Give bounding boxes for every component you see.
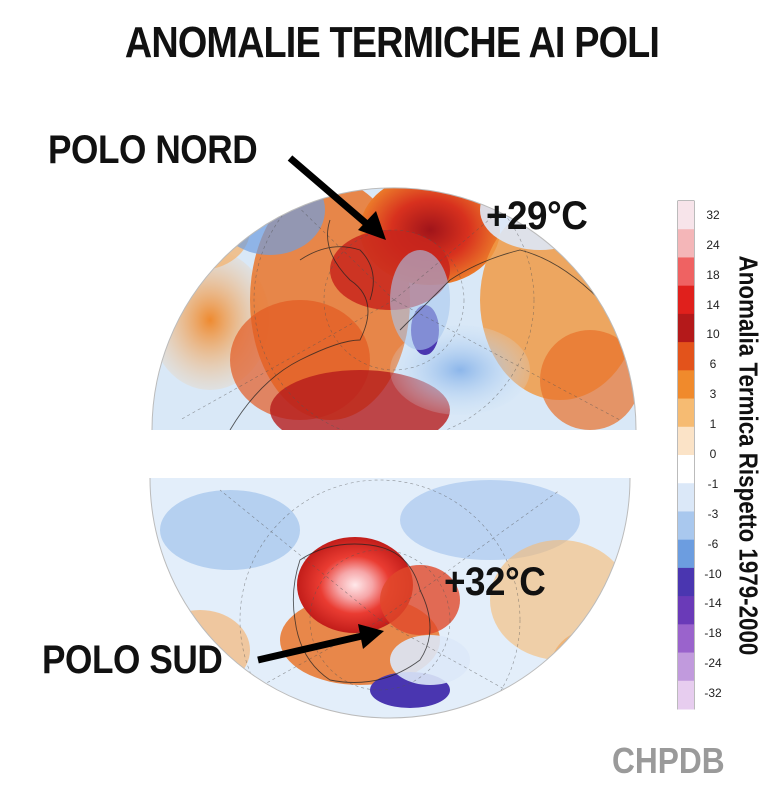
colorbar-cell xyxy=(678,229,694,258)
colorbar-cell xyxy=(678,652,694,682)
colorbar-tick-label: 6 xyxy=(709,357,717,372)
colorbar-cell xyxy=(678,596,694,625)
colorbar-tick-label: -6 xyxy=(707,536,719,551)
credit-watermark: CHPDB xyxy=(612,740,725,781)
colorbar-tick-label: -10 xyxy=(704,566,722,581)
colorbar-tick-label: 14 xyxy=(706,297,720,312)
colorbar-tick-label: 32 xyxy=(706,207,720,222)
colorbar-tick-label: 18 xyxy=(706,267,720,282)
colorbar-cell xyxy=(678,370,694,400)
colorbar-title-text: Anomalia Termica Rispetto 1979-2000 xyxy=(733,255,764,656)
colorbar-tick-label: -18 xyxy=(704,626,722,641)
colorbar-cell xyxy=(678,426,694,456)
colorbar-tick-label: 0 xyxy=(709,447,717,461)
south-anomaly-value: +32°C xyxy=(444,560,546,604)
colorbar-cell xyxy=(678,342,694,371)
north-pole-label: POLO NORD xyxy=(48,128,258,172)
colorbar-cell xyxy=(678,455,694,484)
colorbar-cell xyxy=(678,511,694,541)
north-anomaly-value: +29°C xyxy=(486,194,588,238)
colorbar-cell xyxy=(678,539,694,569)
page-title: ANOMALIE TERMICHE AI POLI xyxy=(124,18,660,67)
colorbar-tick-label: 3 xyxy=(709,387,717,402)
colorbar-tick-label: 1 xyxy=(709,417,717,432)
colorbar-tick-label: -14 xyxy=(704,596,722,611)
colorbar-cell xyxy=(678,313,694,343)
colorbar-tick-label: 10 xyxy=(706,327,720,342)
colorbar-tick-label: 24 xyxy=(706,237,720,252)
south-pole-label: POLO SUD xyxy=(42,638,223,682)
colorbar-cell xyxy=(678,398,694,428)
colorbar-cell xyxy=(678,680,694,710)
colorbar-cell xyxy=(678,285,694,315)
colorbar-cell xyxy=(678,483,694,512)
colorbar-cell xyxy=(678,201,694,230)
colorbar-cell xyxy=(678,257,694,287)
colorbar-tick-label: -24 xyxy=(704,656,722,671)
colorbar-tick-label: -32 xyxy=(704,686,722,701)
colorbar-tick-label: -1 xyxy=(707,476,719,491)
colorbar-cell xyxy=(678,624,694,654)
colorbar-cell xyxy=(678,567,694,597)
north-arrow xyxy=(287,155,386,240)
south-arrow xyxy=(257,624,384,664)
colorbar-tick-label: -3 xyxy=(707,506,719,521)
